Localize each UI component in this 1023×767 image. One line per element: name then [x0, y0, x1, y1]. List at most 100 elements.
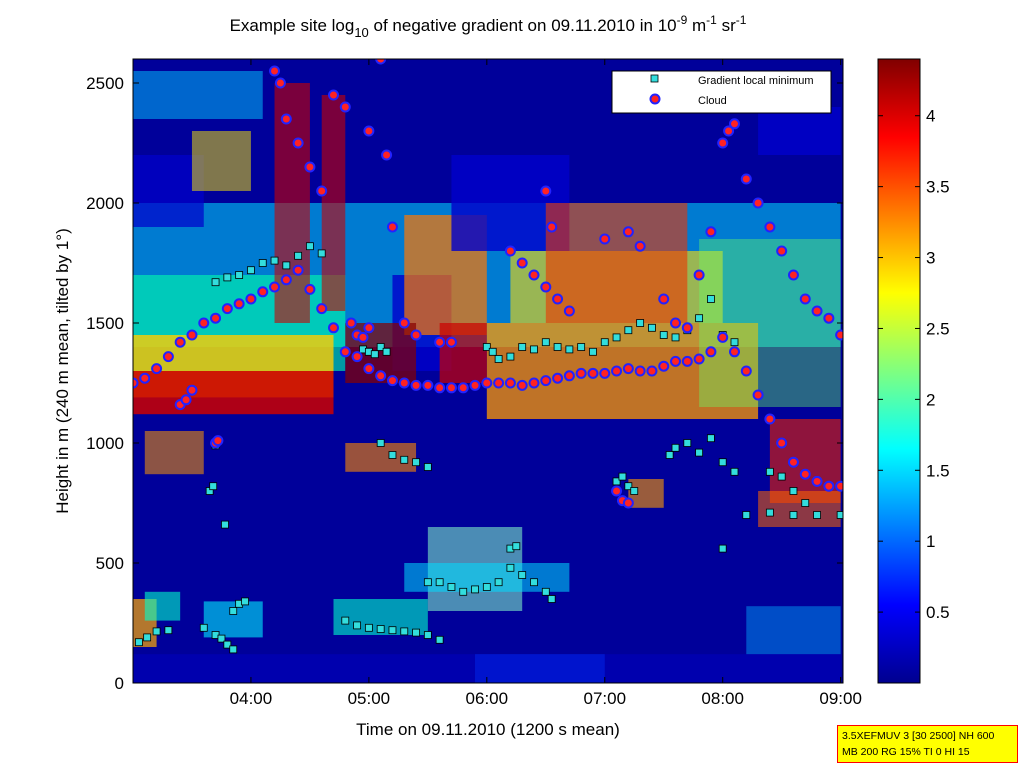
cloud-point — [445, 382, 457, 394]
legend: Gradient local minimum Cloud — [611, 70, 832, 114]
cloud-point — [434, 382, 446, 394]
cloud-point — [221, 303, 233, 315]
cloud-point — [304, 283, 316, 295]
gradient-min-point — [789, 487, 798, 495]
gradient-min-point — [665, 451, 674, 459]
gradient-min-point — [512, 542, 521, 551]
cloud-point — [752, 197, 764, 209]
gradient-min-point — [765, 508, 774, 517]
cloud-point — [327, 322, 339, 334]
gradient-min-point — [707, 295, 715, 303]
heatmap-patch — [545, 203, 688, 323]
heatmap-patch — [191, 131, 251, 191]
cloud-point — [575, 367, 587, 379]
gradient-min-point — [423, 463, 432, 471]
cloud-point — [174, 336, 186, 348]
cloud-point — [776, 437, 788, 449]
y-tick-label: 1500 — [86, 314, 124, 333]
gradient-min-point — [836, 511, 843, 519]
cloud-point — [540, 185, 552, 197]
cloud-point — [139, 372, 151, 384]
cloud-point — [681, 355, 693, 367]
gradient-min-point — [258, 259, 267, 267]
cloud-point — [764, 221, 776, 233]
gradient-min-point — [707, 434, 715, 443]
cloud-point — [357, 331, 369, 343]
gradient-min-point — [388, 626, 397, 635]
cloud-point — [764, 413, 776, 425]
gradient-min-point — [364, 623, 373, 632]
gradient-min-point — [471, 585, 479, 594]
cloud-point — [410, 329, 422, 341]
gradient-min-point — [317, 249, 326, 258]
gradient-min-point — [247, 266, 255, 275]
cloud-point — [386, 375, 398, 387]
gradient-min-point — [789, 511, 798, 519]
cloud-point — [811, 475, 823, 487]
gradient-min-point — [730, 467, 739, 476]
gradient-min-point — [541, 587, 550, 596]
cloud-point — [481, 377, 493, 389]
cloud-point — [363, 125, 375, 137]
gradient-min-point — [382, 347, 391, 356]
cloud-point — [516, 379, 528, 391]
cloud-point — [528, 377, 540, 389]
cloud-point — [835, 329, 843, 341]
colorbar-tick-label: 1.5 — [926, 461, 950, 480]
y-tick-label: 500 — [96, 554, 124, 573]
cloud-point — [787, 456, 799, 468]
cloud-point — [634, 365, 646, 377]
gradient-min-point — [435, 578, 444, 587]
cloud-point — [516, 257, 528, 269]
gradient-min-point — [553, 343, 562, 351]
gradient-min-point — [742, 511, 751, 519]
gradient-min-point — [423, 578, 432, 587]
cloud-point — [339, 346, 351, 358]
x-tick-label: 05:00 — [348, 689, 391, 708]
gradient-min-point — [376, 439, 385, 447]
gradient-min-point — [530, 345, 538, 354]
gradient-min-point — [612, 477, 621, 486]
gradient-min-point — [353, 621, 361, 630]
x-tick-label: 04:00 — [230, 689, 273, 708]
gradient-min-point — [494, 355, 503, 363]
cloud-point — [245, 293, 257, 305]
x-axis: 04:00 05:00 06:00 07:00 08:00 09:00 — [230, 59, 862, 708]
cloud-point — [740, 365, 752, 377]
cloud-point — [280, 113, 292, 125]
heatmap-patch — [144, 431, 204, 475]
gradient-min-point — [270, 256, 279, 265]
cloud-point — [546, 221, 558, 233]
cloud-point — [599, 367, 611, 379]
cloud-point — [776, 245, 788, 257]
cloud-point — [292, 264, 304, 276]
cloud-point — [787, 269, 799, 281]
gradient-min-point — [541, 338, 550, 347]
cloud-point — [212, 435, 224, 447]
cloud-point — [681, 322, 693, 334]
cloud-point — [693, 269, 705, 281]
gradient-min-point — [624, 482, 633, 491]
gradient-min-point — [671, 443, 680, 452]
gradient-min-point — [659, 331, 668, 339]
cloud-point — [799, 293, 811, 305]
cloud-point — [257, 286, 269, 298]
chart-title: Example site log10 of negative gradient … — [230, 13, 747, 40]
cloud-point — [504, 245, 516, 257]
cloud-point — [410, 379, 422, 391]
gradient-min-point — [813, 511, 821, 519]
cloud-point — [552, 372, 564, 384]
cloud-point — [799, 468, 811, 480]
gradient-min-point — [600, 338, 609, 347]
gradient-min-point — [506, 352, 515, 361]
gradient-min-point — [624, 326, 633, 335]
gradient-min-point — [648, 323, 656, 332]
cloud-point — [622, 363, 634, 375]
cloud-point — [587, 367, 599, 379]
gradient-min-point — [221, 520, 229, 529]
cloud-point — [658, 360, 670, 372]
gradient-min-point — [241, 597, 249, 606]
gradient-min-point — [435, 635, 444, 644]
cloud-point — [457, 382, 469, 394]
heatmap-patch — [758, 107, 841, 155]
